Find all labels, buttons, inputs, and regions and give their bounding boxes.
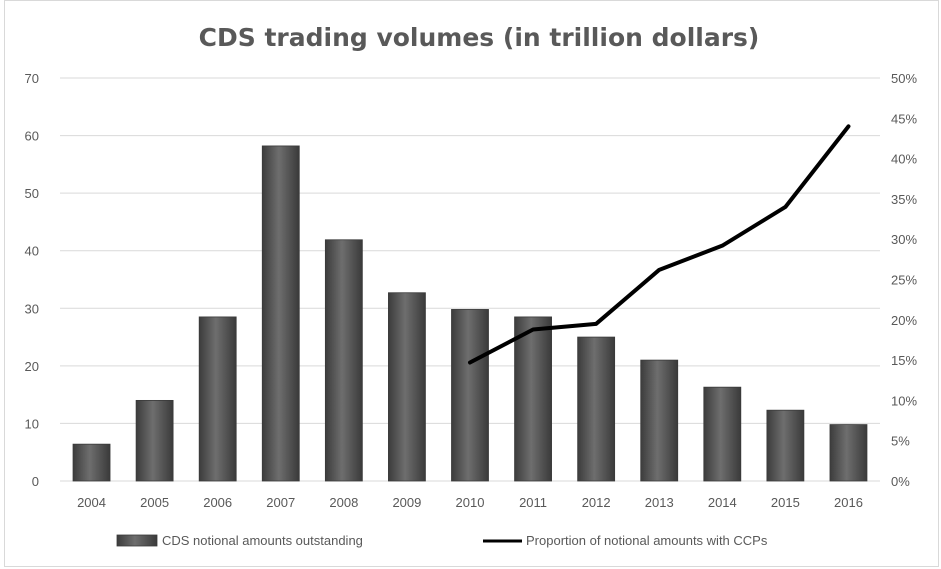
legend-line-label: Proportion of notional amounts with CCPs bbox=[526, 533, 768, 548]
x-tick-label: 2009 bbox=[392, 495, 421, 510]
y-right-tick-label: 5% bbox=[891, 434, 910, 449]
bar-2014 bbox=[703, 386, 742, 482]
x-tick-label: 2010 bbox=[456, 495, 485, 510]
y-right-tick-label: 15% bbox=[891, 353, 917, 368]
legend: CDS notional amounts outstanding Proport… bbox=[116, 533, 768, 548]
x-tick-label: 2014 bbox=[708, 495, 737, 510]
y-right-tick-label: 45% bbox=[891, 111, 917, 126]
y-left-tick-label: 50 bbox=[25, 186, 39, 201]
y-left-tick-label: 10 bbox=[25, 416, 39, 431]
y-left-tick-label: 40 bbox=[25, 244, 39, 259]
x-tick-label: 2007 bbox=[266, 495, 295, 510]
x-tick-label: 2013 bbox=[645, 495, 674, 510]
bar-2004 bbox=[72, 443, 111, 482]
bar-2011 bbox=[514, 316, 552, 482]
bar-2013 bbox=[640, 359, 679, 482]
y-right-tick-label: 50% bbox=[891, 71, 917, 86]
y-right-tick-label: 30% bbox=[891, 232, 917, 247]
y-left-tick-label: 30 bbox=[25, 301, 39, 316]
x-axis: 2004 2005 2006 2007 2008 2009 2010 2011 2012 2013… bbox=[77, 495, 863, 510]
x-tick-label: 2004 bbox=[77, 495, 106, 510]
x-tick-label: 2015 bbox=[771, 495, 800, 510]
bar-2012 bbox=[577, 336, 616, 482]
x-tick-label: 2008 bbox=[329, 495, 358, 510]
y-axis-left: 0 10 20 30 40 50 60 70 bbox=[25, 71, 39, 489]
line-series bbox=[468, 124, 851, 365]
bar-2007 bbox=[261, 145, 300, 482]
y-left-tick-label: 20 bbox=[25, 359, 39, 374]
y-right-tick-label: 35% bbox=[891, 192, 917, 207]
legend-bar-swatch bbox=[116, 534, 158, 547]
bar-2015 bbox=[766, 409, 805, 482]
y-left-tick-label: 0 bbox=[32, 474, 39, 489]
bar-2010 bbox=[451, 309, 489, 482]
bar-2008 bbox=[324, 239, 363, 482]
bar-2006 bbox=[198, 316, 237, 482]
y-right-tick-label: 10% bbox=[891, 393, 917, 408]
x-tick-label: 2012 bbox=[582, 495, 611, 510]
x-tick-label: 2006 bbox=[203, 495, 232, 510]
bar-2009 bbox=[388, 292, 426, 482]
x-tick-label: 2016 bbox=[834, 495, 863, 510]
y-right-tick-label: 20% bbox=[891, 313, 917, 328]
y-left-tick-label: 70 bbox=[25, 71, 39, 86]
bar-2016 bbox=[829, 424, 868, 482]
y-right-tick-label: 25% bbox=[891, 273, 917, 288]
bar-series bbox=[72, 145, 868, 482]
x-tick-label: 2011 bbox=[519, 495, 547, 510]
y-right-tick-label: 40% bbox=[891, 152, 917, 167]
gridlines bbox=[60, 77, 880, 482]
y-axis-right: 0% 5% 10% 15% 20% 25% 30% 35% 40% 45% 50% bbox=[891, 71, 917, 489]
y-right-tick-label: 0% bbox=[891, 474, 910, 489]
y-left-tick-label: 60 bbox=[25, 129, 39, 144]
chart-title: CDS trading volumes (in trillion dollars… bbox=[199, 23, 760, 52]
bar-2005 bbox=[135, 399, 174, 482]
legend-bar-label: CDS notional amounts outstanding bbox=[162, 533, 363, 548]
x-tick-label: 2005 bbox=[140, 495, 169, 510]
